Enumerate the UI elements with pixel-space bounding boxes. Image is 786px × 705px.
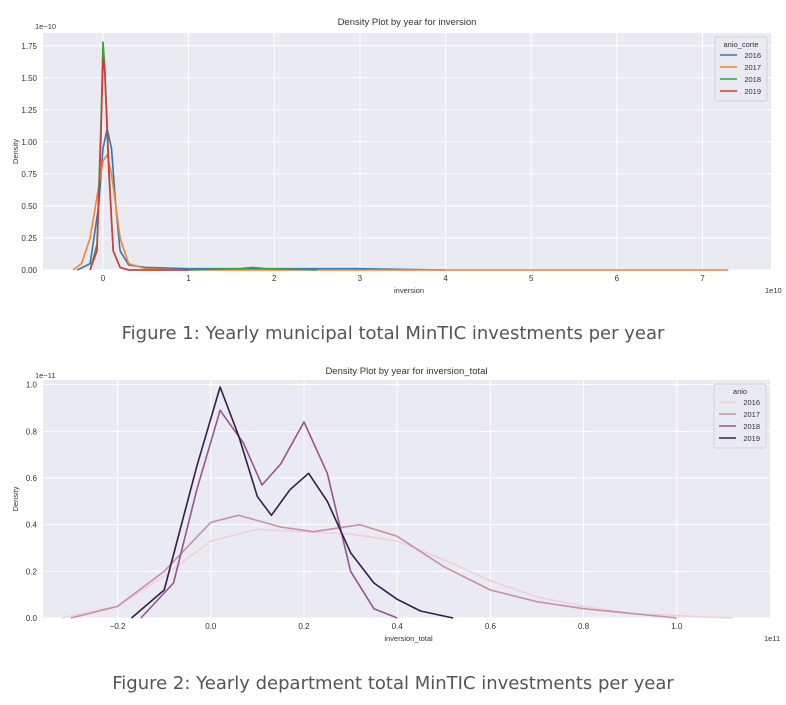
x-multiplier: 1e10 [765, 286, 782, 295]
legend-label-2019: 2019 [744, 87, 761, 96]
plot-area [43, 33, 771, 270]
chart-title: Density Plot by year for inversion_total [325, 366, 487, 377]
x-tick-label: 4 [443, 274, 448, 283]
x-tick-label: 0 [101, 274, 106, 283]
figure-2: −0.2 0.0 0.2 0.4 0.6 0.8 1.0 0.0 0.2 0.4 0.6 0.8 1.0… [0, 360, 786, 660]
chart-title: Density Plot by year for inversion [338, 17, 477, 28]
legend-label-2018: 2018 [744, 75, 761, 84]
y-tick-label: 0.4 [26, 521, 38, 530]
x-tick-label: 0.8 [578, 622, 590, 631]
y-multiplier: 1e−11 [35, 371, 56, 380]
y-tick-label: 1.25 [21, 106, 37, 115]
y-axis-label: Density [11, 139, 20, 164]
y-tick-label: 1.0 [26, 381, 38, 390]
x-tick-label: 6 [615, 274, 620, 283]
series-line-2019 [89, 57, 189, 271]
legend-title: anio_corte [723, 40, 758, 49]
legend-title: anio [733, 387, 747, 396]
figure-1-caption: Figure 1: Yearly municipal total MinTIC … [121, 323, 665, 344]
x-tick-label: −0.2 [110, 622, 126, 631]
plot-area [43, 380, 770, 618]
x-tick-label: 7 [700, 274, 705, 283]
x-tick-label: 2 [272, 274, 277, 283]
x-multiplier: 1e11 [764, 634, 780, 643]
x-axis-label: inversion [394, 286, 424, 295]
legend-label-2016: 2016 [744, 51, 761, 60]
y-tick-label: 1.75 [21, 42, 37, 51]
y-tick-label: 0.8 [26, 427, 38, 436]
legend-box [714, 36, 768, 102]
y-tick-label: 0.75 [21, 170, 37, 179]
x-tick-label: 0.0 [205, 622, 217, 631]
y-tick-label: 0.2 [26, 567, 38, 576]
legend-label-2019: 2019 [743, 434, 760, 443]
x-tick-label: 1 [186, 274, 191, 283]
x-tick-label: 5 [529, 274, 534, 283]
series-line-2018 [140, 409, 398, 619]
x-tick-label: 0.2 [298, 622, 310, 631]
legend-label-2017: 2017 [744, 63, 761, 72]
figure-1: 0 1 2 3 4 5 6 7 0.00 0.25 0.50 0.75 1.00 1.25 1.50 1.75… [0, 0, 786, 310]
y-tick-label: 1.00 [21, 138, 37, 147]
y-tick-label: 0.00 [21, 266, 37, 275]
figure-2-caption: Figure 2: Yearly department total MinTIC… [112, 673, 674, 694]
legend-label-2016: 2016 [743, 398, 760, 407]
y-tick-label: 1.50 [21, 74, 37, 83]
y-tick-label: 0.50 [21, 202, 37, 211]
density-chart-1: 0 1 2 3 4 5 6 7 0.00 0.25 0.50 0.75 1.00 1.25 1.50 1.75… [11, 17, 782, 295]
y-tick-label: 0.0 [26, 614, 38, 623]
y-tick-label: 0.25 [21, 234, 37, 243]
x-tick-label: 0.6 [485, 622, 497, 631]
y-tick-label: 0.6 [26, 474, 38, 483]
x-tick-label: 0.4 [392, 622, 404, 631]
legend-label-2017: 2017 [743, 410, 760, 419]
legend-label-2018: 2018 [743, 422, 760, 431]
legend-box [713, 383, 767, 449]
x-axis-label: inversion_total [384, 634, 433, 643]
series-line-2019 [130, 386, 454, 619]
series-line-2017 [72, 153, 729, 271]
y-multiplier: 1e−10 [35, 22, 56, 31]
y-axis-label: Density [11, 486, 20, 511]
x-tick-label: 3 [358, 274, 363, 283]
density-chart-2: −0.2 0.0 0.2 0.4 0.6 0.8 1.0 0.0 0.2 0.4 0.6 0.8 1.0… [11, 366, 780, 643]
x-tick-label: 1.0 [671, 622, 683, 631]
